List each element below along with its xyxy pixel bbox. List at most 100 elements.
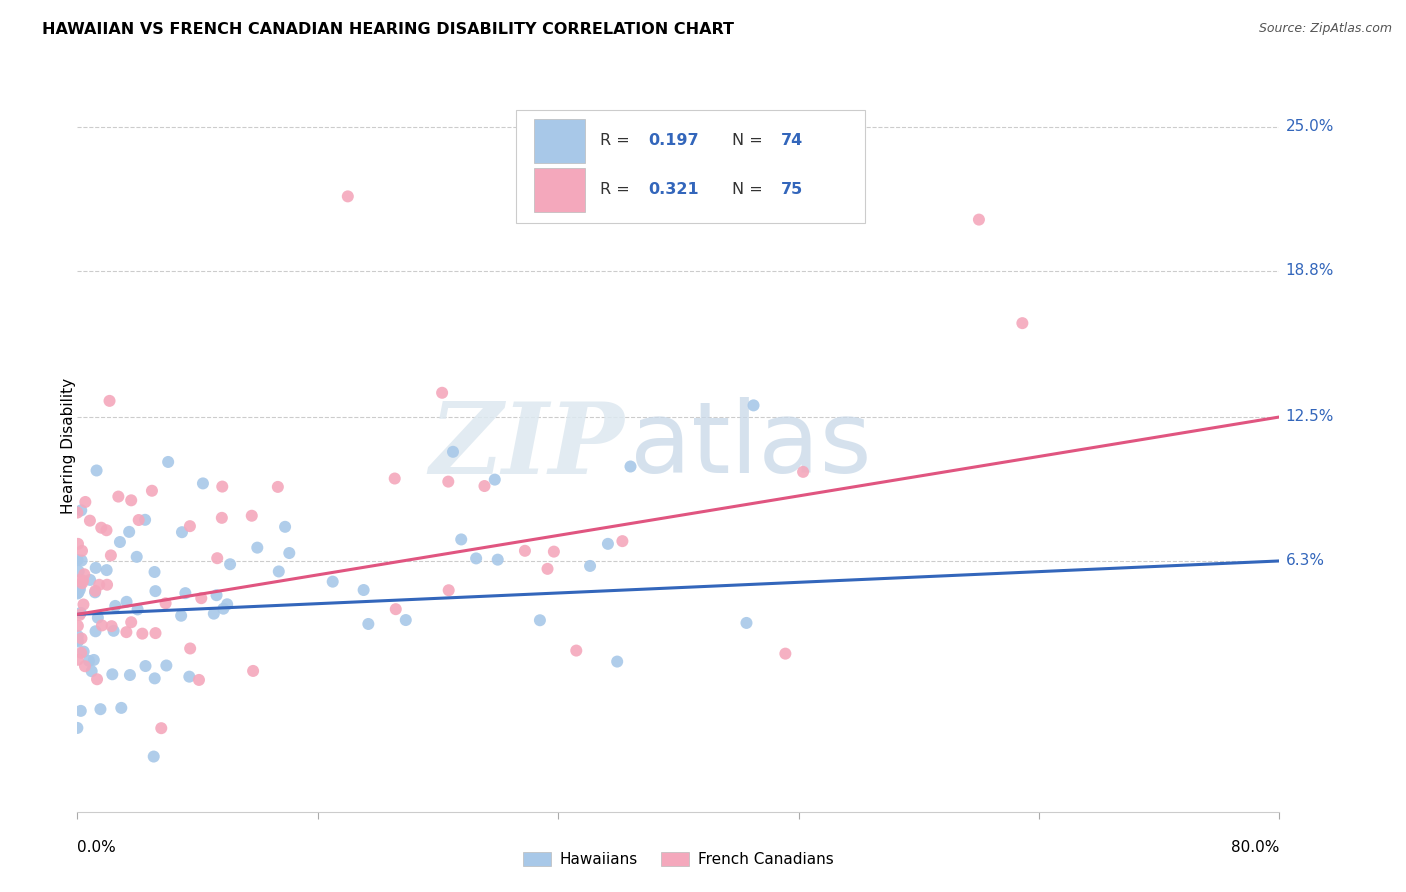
Point [73,567,96,582]
Point [792,465,814,479]
Point [98,393,121,408]
Point [67,585,90,599]
Point [125,549,148,564]
Point [775,647,797,661]
Point [101,667,124,681]
Point [536,562,558,576]
Point [170,608,193,623]
Point [120,615,142,630]
Point [529,613,551,627]
Point [66,506,89,520]
Point [80,664,103,678]
Point [190,591,212,606]
Point [465,551,488,566]
Point [100,549,122,563]
Point [157,455,180,469]
Point [212,601,235,615]
Point [73,659,96,673]
Point [150,721,173,735]
Point [217,597,239,611]
Point [384,471,406,485]
Point [357,617,380,632]
Point [437,583,460,598]
Text: Source: ZipAtlas.com: Source: ZipAtlas.com [1258,22,1392,36]
Point [207,551,229,566]
Point [565,643,588,657]
Point [89,702,111,716]
Text: 0.197: 0.197 [648,134,699,148]
Point [450,533,472,547]
Point [155,596,177,610]
FancyBboxPatch shape [534,169,585,211]
Point [66,634,89,648]
Point [513,543,536,558]
Point [155,658,177,673]
Point [72,574,94,588]
Point [205,588,228,602]
Point [79,514,101,528]
Text: N =: N = [733,183,768,197]
Point [75,495,97,509]
Point [73,645,96,659]
Y-axis label: Hearing Disability: Hearing Disability [62,378,76,514]
Point [70,503,93,517]
Point [69,582,91,597]
Point [67,573,90,587]
Point [66,629,89,643]
Point [179,641,201,656]
Point [86,672,108,686]
Point [96,563,118,577]
Point [179,519,201,533]
Point [579,558,602,573]
Point [274,520,297,534]
Point [143,565,166,579]
Point [474,479,496,493]
Point [134,659,156,673]
Point [612,534,634,549]
Point [174,586,197,600]
Point [1011,316,1033,330]
Point [191,476,214,491]
Text: 6.3%: 6.3% [1285,553,1324,568]
Point [66,586,89,600]
Text: 74: 74 [780,134,803,148]
Text: 75: 75 [780,183,803,197]
Text: ZIP: ZIP [429,398,624,494]
Point [735,615,758,630]
Point [83,653,105,667]
Point [145,626,167,640]
Point [188,673,211,687]
Point [336,189,359,203]
Point [67,564,90,578]
Point [322,574,344,589]
Text: R =: R = [600,183,636,197]
Point [70,576,93,591]
Point [134,513,156,527]
Point [543,544,565,558]
Point [742,398,765,412]
Point [72,598,94,612]
Point [441,445,464,459]
Point [486,552,509,566]
Point [437,475,460,489]
Point [84,583,107,598]
Point [395,613,418,627]
Point [141,483,163,498]
Point [606,655,628,669]
Point [77,654,100,668]
Point [84,624,107,639]
Point [70,632,93,646]
Point [66,653,89,667]
Point [79,573,101,587]
Text: N =: N = [733,134,768,148]
Text: atlas: atlas [630,398,872,494]
Point [267,480,290,494]
Point [84,585,107,599]
Point [211,511,233,525]
Point [118,524,141,539]
Point [100,619,122,633]
Point [86,463,108,477]
Point [118,668,141,682]
Point [619,459,641,474]
FancyBboxPatch shape [534,120,585,162]
